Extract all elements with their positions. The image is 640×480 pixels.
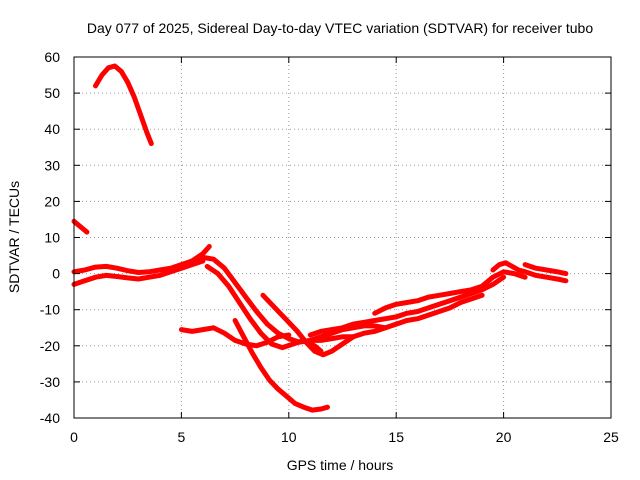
series-line-arc-h — [178, 325, 292, 349]
x-axis-label: GPS time / hours — [287, 457, 394, 473]
series-line-arc-d — [71, 258, 206, 287]
y-tick-label: -10 — [40, 302, 60, 318]
grid-lines — [74, 57, 611, 418]
y-tick-label: 40 — [44, 121, 60, 137]
y-tick-label: -40 — [40, 410, 60, 426]
series-line-arc-e — [189, 254, 388, 345]
y-tick-label: 60 — [44, 49, 60, 65]
y-tick-label: 30 — [44, 157, 60, 173]
x-tick-label: 0 — [70, 429, 78, 445]
y-tick-label: 0 — [52, 266, 60, 282]
chart-title: Day 077 of 2025, Sidereal Day-to-day VTE… — [87, 20, 594, 36]
series-line-arc-a — [93, 63, 154, 147]
x-tick-label: 20 — [496, 429, 512, 445]
series-line-arc-c — [71, 244, 212, 275]
axis-ticks: 0 5 10 15 20 25 -40 -30 -20 -10 0 10 20 30 40 50 60 — [40, 49, 619, 445]
y-tick-label: -20 — [40, 338, 60, 354]
series-line-arc-l — [372, 269, 528, 316]
y-tick-label: 10 — [44, 230, 60, 246]
series-line-arc-i — [232, 318, 330, 413]
series-line-arc-m — [490, 260, 569, 284]
y-axis-label: SDTVAR / TECUs — [6, 181, 22, 293]
y-tick-label: 20 — [44, 193, 60, 209]
x-tick-label: 25 — [603, 429, 619, 445]
x-tick-label: 5 — [178, 429, 186, 445]
x-tick-label: 10 — [281, 429, 297, 445]
series-line-arc-g — [260, 292, 356, 358]
series-line-arc-b — [71, 218, 90, 235]
series-line-arc-j — [307, 274, 507, 338]
series-line-arc-n — [522, 262, 569, 277]
data-series — [71, 63, 569, 413]
x-tick-label: 15 — [388, 429, 404, 445]
y-tick-label: -30 — [40, 374, 60, 390]
y-tick-label: 50 — [44, 85, 60, 101]
series-line-arc-k — [307, 292, 485, 343]
